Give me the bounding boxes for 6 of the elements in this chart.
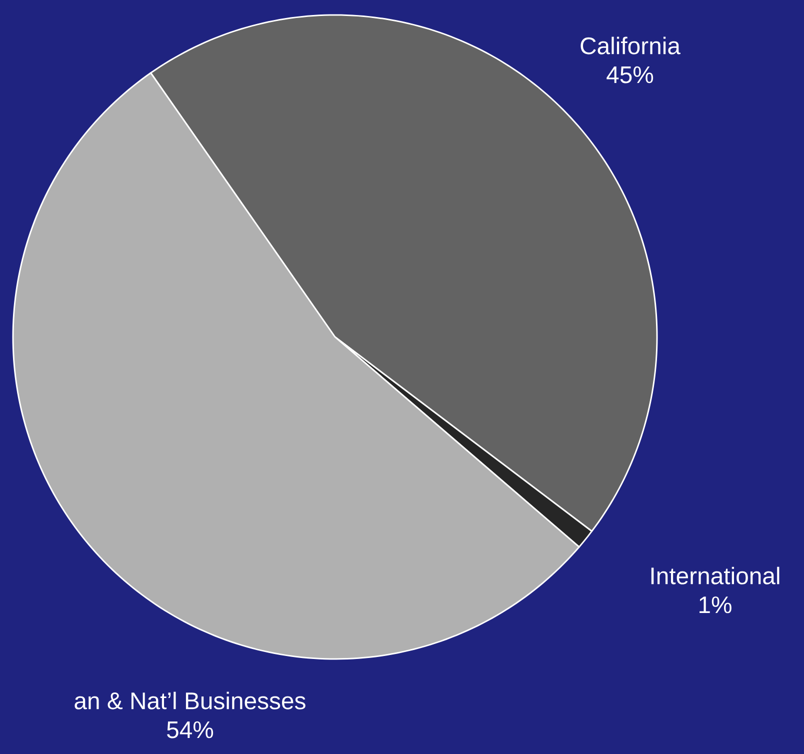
slice-label: California: [580, 36, 680, 54]
slice-label: International: [651, 566, 780, 584]
data-label: 45%: [606, 66, 654, 84]
data-label: 54%: [167, 721, 214, 738]
slice-label: an & Nat’l Businesses: [74, 692, 306, 710]
data-label: 1%: [700, 596, 732, 614]
